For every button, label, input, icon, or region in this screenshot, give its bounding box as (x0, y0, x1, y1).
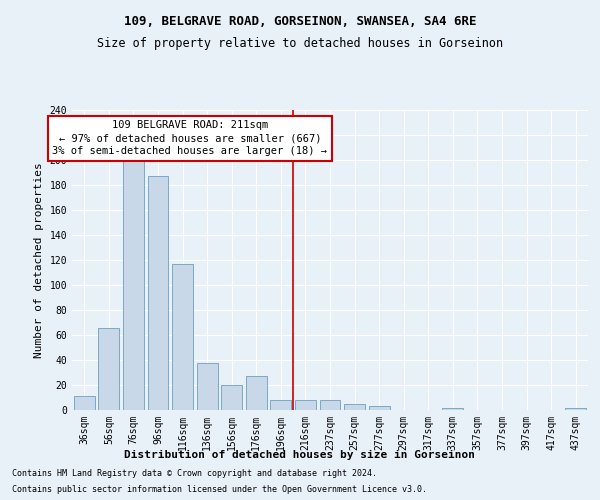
Bar (565, 408, 586, 410)
Bar (271, 400, 292, 410)
Bar (172, 264, 193, 410)
Bar (74, 396, 95, 410)
Bar (221, 385, 242, 410)
Y-axis label: Number of detached properties: Number of detached properties (34, 162, 44, 358)
Text: Contains HM Land Registry data © Crown copyright and database right 2024.: Contains HM Land Registry data © Crown c… (12, 468, 377, 477)
Text: Distribution of detached houses by size in Gorseinon: Distribution of detached houses by size … (125, 450, 476, 460)
Text: 109, BELGRAVE ROAD, GORSEINON, SWANSEA, SA4 6RE: 109, BELGRAVE ROAD, GORSEINON, SWANSEA, … (124, 15, 476, 28)
Bar (320, 400, 340, 410)
Bar (197, 362, 218, 410)
Text: 109 BELGRAVE ROAD: 211sqm
← 97% of detached houses are smaller (667)
3% of semi-: 109 BELGRAVE ROAD: 211sqm ← 97% of detac… (52, 120, 328, 156)
Text: Size of property relative to detached houses in Gorseinon: Size of property relative to detached ho… (97, 38, 503, 51)
Bar (148, 176, 169, 410)
Bar (98, 328, 119, 410)
Bar (368, 406, 389, 410)
Bar (344, 404, 365, 410)
Bar (246, 376, 267, 410)
Text: Contains public sector information licensed under the Open Government Licence v3: Contains public sector information licen… (12, 485, 427, 494)
Bar (123, 161, 144, 410)
Bar (442, 408, 463, 410)
Bar (295, 400, 316, 410)
